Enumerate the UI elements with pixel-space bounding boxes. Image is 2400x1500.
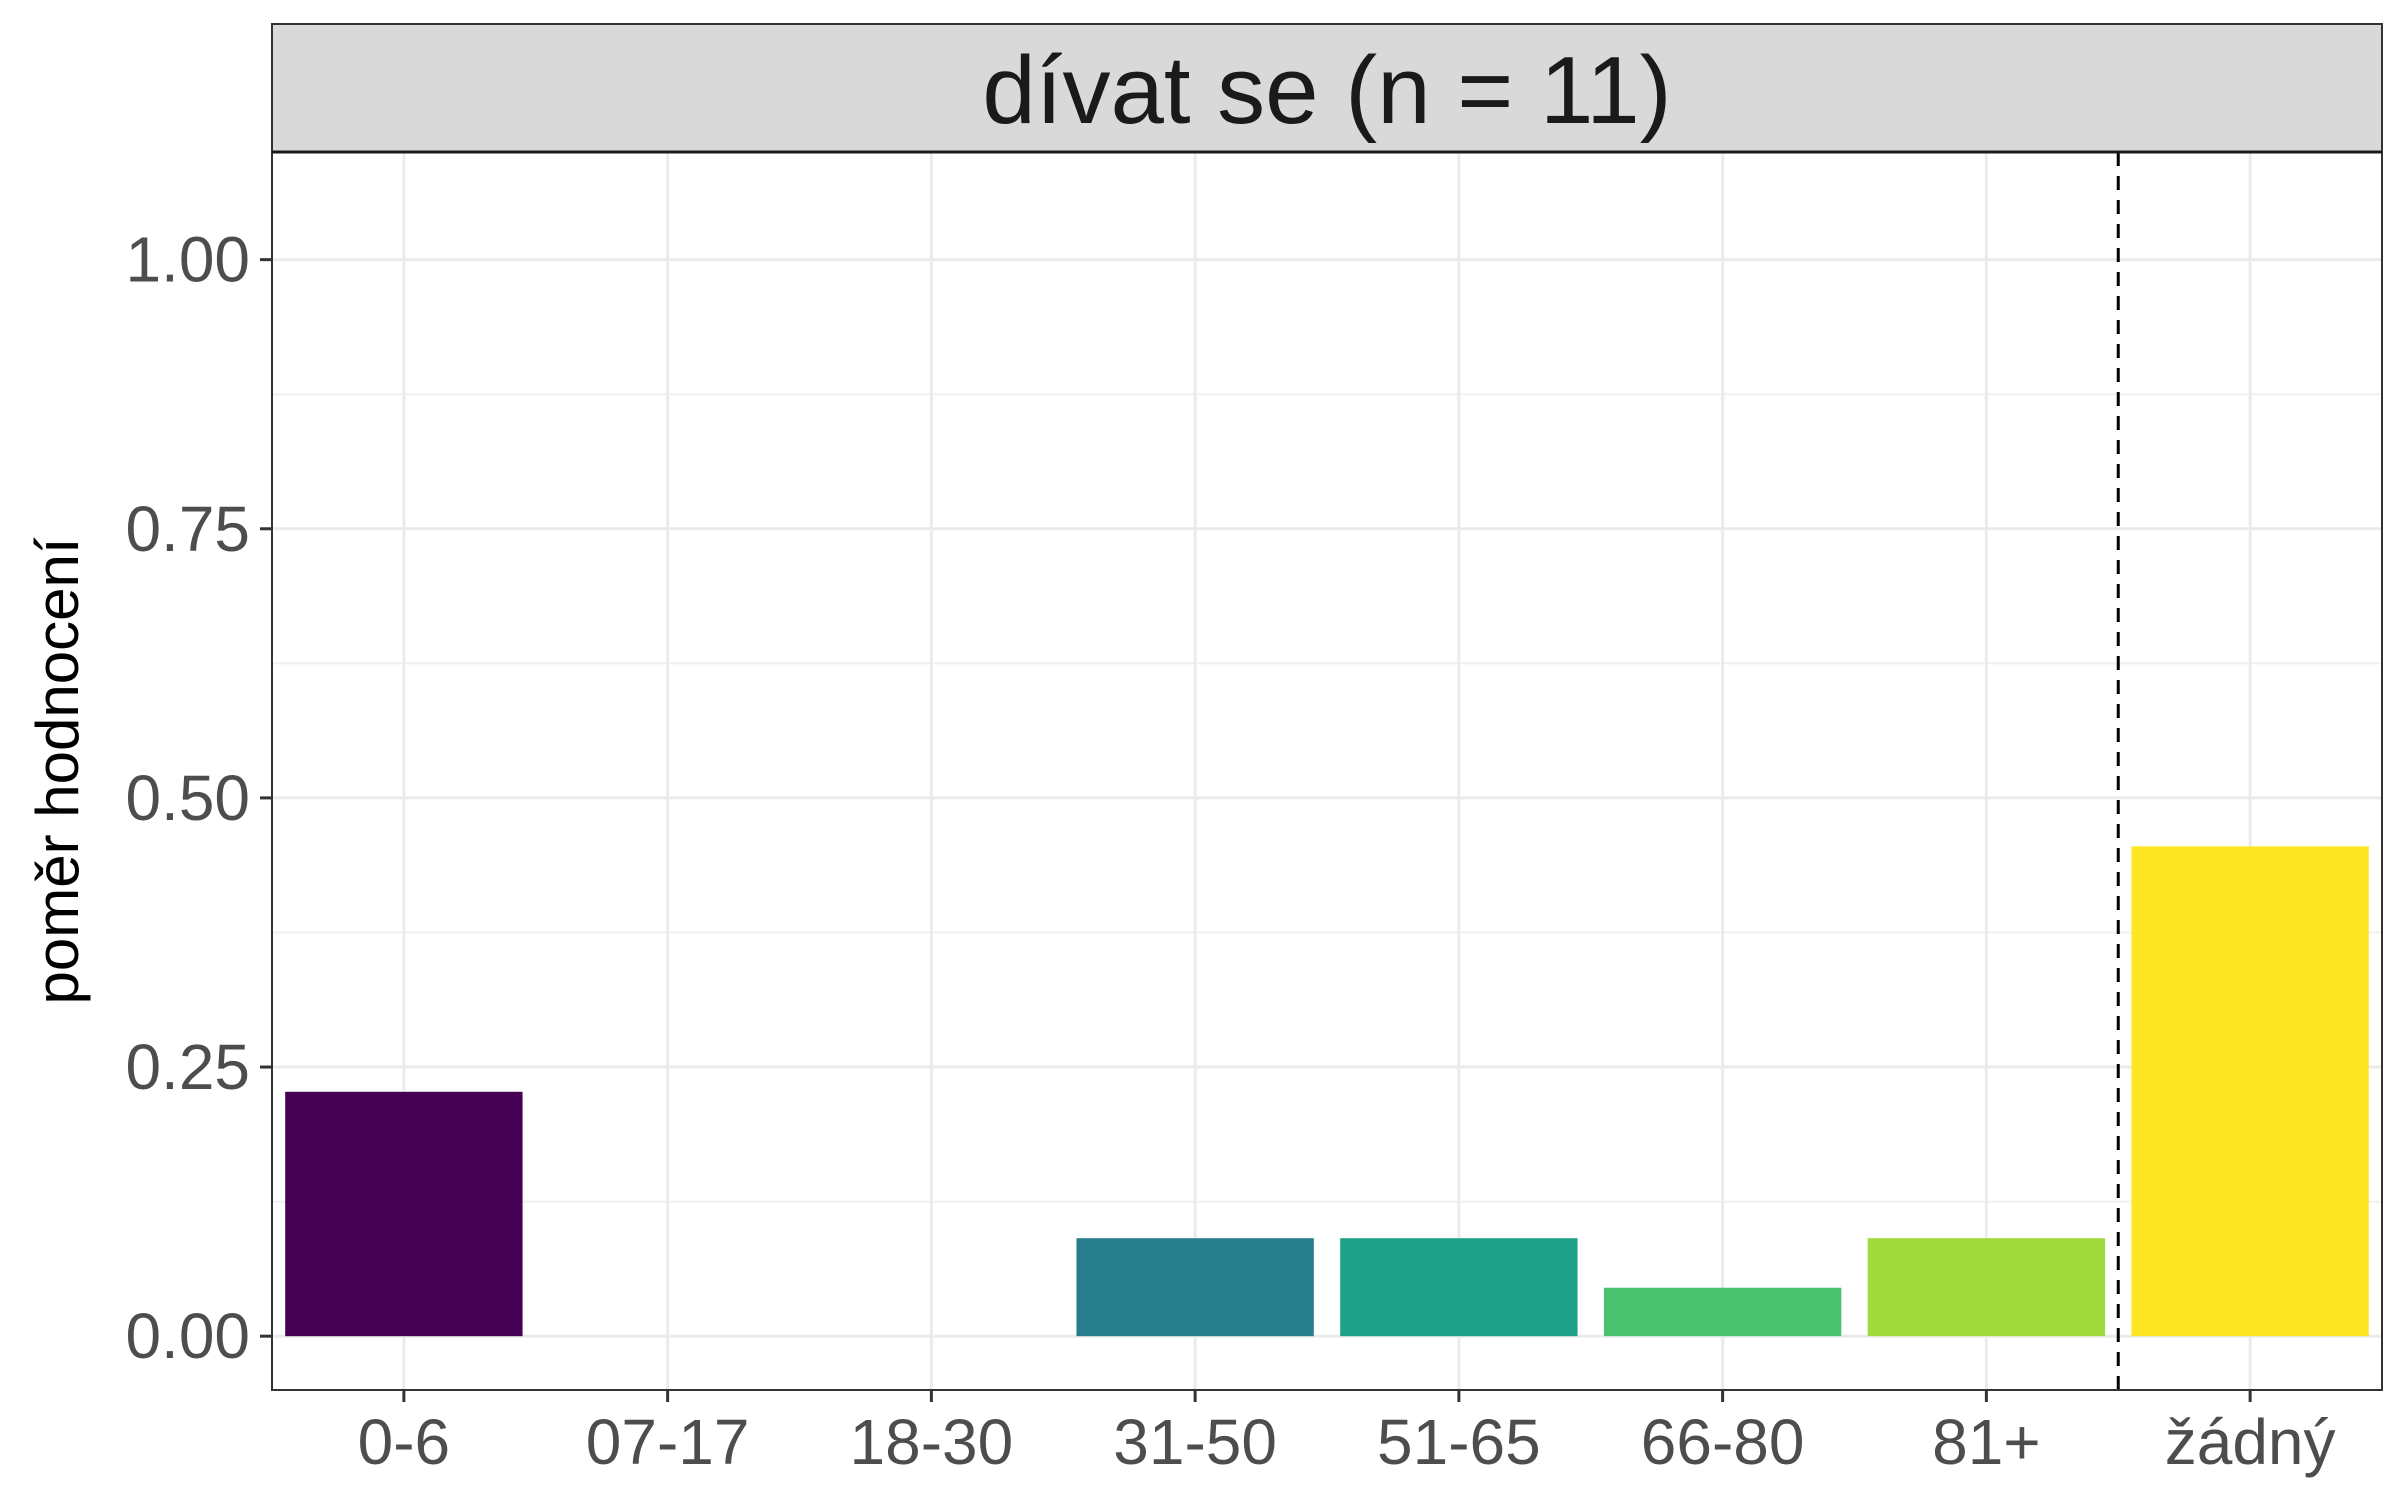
x-tick-label: 51-65 — [1377, 1406, 1541, 1478]
major-gridlines — [272, 152, 2382, 1390]
x-tick-label: 66-80 — [1641, 1406, 1805, 1478]
y-axis-label: poměr hodnocení — [24, 537, 91, 1004]
x-tick-label: 81+ — [1932, 1406, 2041, 1478]
y-tick-label: 0.00 — [125, 1300, 250, 1372]
y-tick-label: 0.75 — [125, 493, 250, 565]
x-tick-label: žádný — [2165, 1406, 2336, 1478]
x-tick-label: 07-17 — [586, 1406, 750, 1478]
y-tick-label: 0.25 — [125, 1031, 250, 1103]
facet-strip — [271, 23, 2383, 153]
x-tick-label: 31-50 — [1113, 1406, 1277, 1478]
x-tick-label: 18-30 — [850, 1406, 1014, 1478]
plot-panel — [272, 152, 2382, 1390]
bar-31-50 — [1076, 1238, 1314, 1337]
facet-title: dívat se (n = 11) — [982, 37, 1671, 144]
bar-81+ — [1867, 1238, 2106, 1337]
y-tick-label: 1.00 — [125, 224, 250, 296]
x-axis: 0-6 07-17 18-30 31-50 51-65 66-80 81+ žádný — [358, 1390, 2336, 1478]
bar-žádný — [2131, 846, 2369, 1337]
bar-0-6 — [285, 1091, 523, 1337]
y-axis: 0.00 0.25 0.50 0.75 1.00 — [125, 224, 272, 1372]
y-tick-label: 0.50 — [125, 762, 250, 834]
bar-66-80 — [1603, 1287, 1842, 1337]
minor-gridlines — [272, 393, 2382, 1203]
x-tick-label: 0-6 — [358, 1406, 451, 1478]
bars — [285, 846, 2369, 1337]
bar-51-65 — [1340, 1238, 1578, 1337]
